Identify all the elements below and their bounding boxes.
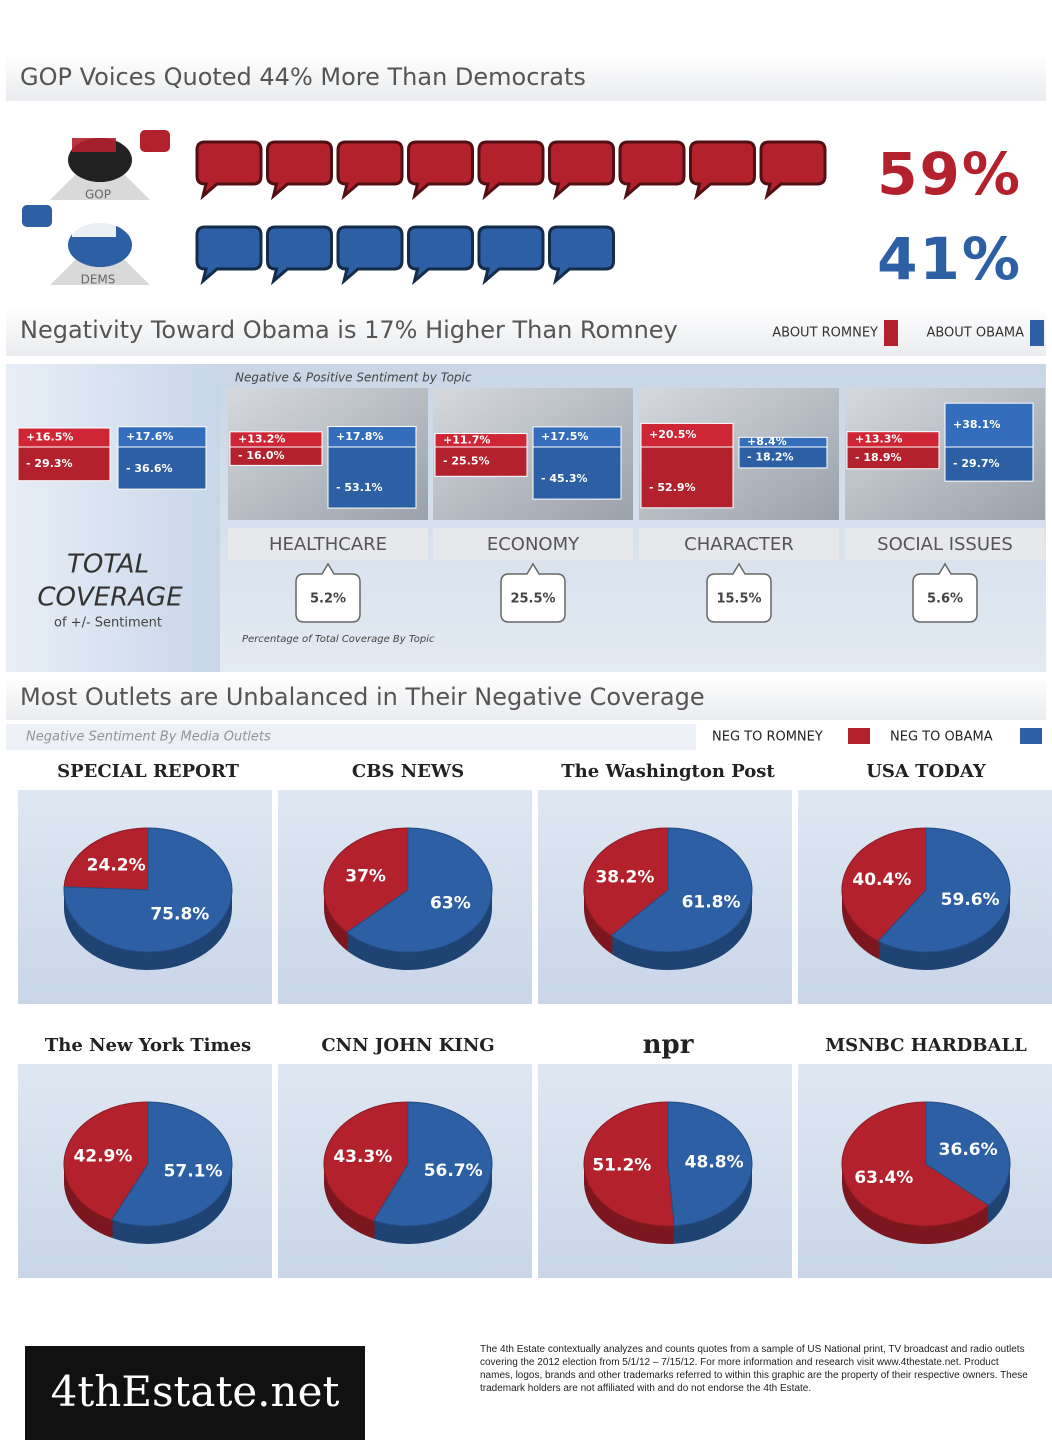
pie-label: 63% [430, 894, 471, 914]
pie-label: 40.4% [852, 870, 911, 890]
bar-label: +20.5% [649, 428, 696, 441]
party-percent: 59% [877, 140, 1022, 208]
bar-label: +13.2% [238, 432, 285, 445]
legend-swatch [884, 320, 898, 346]
pie-label: 63.4% [854, 1168, 913, 1188]
speech-bubble [268, 227, 332, 281]
party-icon [72, 223, 116, 237]
legend-swatch [1030, 320, 1044, 346]
pie-label: 42.9% [73, 1146, 132, 1166]
pie-label: 56.7% [424, 1161, 483, 1181]
disclaimer: The 4th Estate contextually analyzes and… [480, 1343, 1032, 1395]
bar-label: - 52.9% [649, 481, 696, 494]
topic-share: 5.6% [927, 592, 963, 607]
bar-label: - 36.6% [126, 462, 173, 475]
party-label: DEMS [81, 273, 116, 287]
subtitle-bg [6, 724, 696, 750]
topics-subtitle: Negative & Positive Sentiment by Topic [235, 371, 472, 385]
legend-label: ABOUT ROMNEY [772, 326, 878, 341]
bar-label: +17.5% [541, 430, 588, 443]
legend-label: NEG TO OBAMA [890, 730, 993, 745]
infographic-canvas: GOP Voices Quoted 44% More Than Democrat… [0, 0, 1052, 1454]
bar-label: - 29.7% [953, 457, 1000, 470]
topic-name: CHARACTER [684, 534, 794, 555]
speech-bubble [197, 227, 261, 281]
bar-label: +38.1% [953, 418, 1000, 431]
legend-swatch [1020, 728, 1042, 744]
bar-label: - 25.5% [443, 455, 490, 468]
speech-bubble [691, 142, 755, 196]
speech-bubble [268, 142, 332, 196]
pie-label: 51.2% [592, 1155, 651, 1175]
speech-bubble [550, 142, 614, 196]
topics-footnote: Percentage of Total Coverage By Topic [242, 634, 435, 645]
outlet-name: The New York Times [45, 1035, 251, 1056]
bar-label: +8.4% [747, 435, 787, 448]
party-percent: 41% [877, 225, 1022, 293]
topic-name: SOCIAL ISSUES [877, 534, 1013, 555]
topic-name: HEALTHCARE [269, 534, 387, 555]
speech-bubble [338, 227, 402, 281]
party-label: GOP [85, 188, 111, 202]
bar-label: - 16.0% [238, 449, 285, 462]
bar-label: - 18.2% [747, 450, 794, 463]
sentiment-bar [641, 447, 733, 508]
party-bubble-icon [140, 130, 170, 152]
pie-label: 48.8% [685, 1153, 744, 1173]
topic-share: 15.5% [716, 592, 761, 607]
total-subtitle: of +/- Sentiment [54, 616, 162, 631]
pie-label: 36.6% [939, 1140, 998, 1160]
topic-share: 5.2% [310, 592, 346, 607]
speech-bubble [479, 227, 543, 281]
sentiment-bar [328, 447, 416, 508]
speech-bubble [550, 227, 614, 281]
speech-bubble [409, 142, 473, 196]
bar-label: +17.6% [126, 430, 173, 443]
party-icon [72, 138, 116, 152]
bar-label: - 29.3% [26, 457, 73, 470]
outlet-name: npr [643, 1030, 694, 1060]
total-title: COVERAGE [37, 583, 183, 613]
pie-label: 59.6% [941, 890, 1000, 910]
total-title: TOTAL [67, 550, 149, 580]
bar-label: - 45.3% [541, 472, 588, 485]
section-title: Most Outlets are Unbalanced in Their Neg… [20, 683, 705, 711]
topic-share: 25.5% [510, 592, 555, 607]
bar-label: +16.5% [26, 431, 73, 444]
bar-label: +11.7% [443, 433, 490, 446]
pie-label: 61.8% [682, 892, 741, 912]
legend-label: ABOUT OBAMA [926, 326, 1024, 341]
speech-bubble [479, 142, 543, 196]
bar-label: - 53.1% [336, 481, 383, 494]
logo: 4thEstate.net [51, 1367, 340, 1416]
bar-label: +13.3% [855, 432, 902, 445]
legend-label: NEG TO ROMNEY [712, 730, 823, 745]
legend-swatch [848, 728, 870, 744]
speech-bubble [761, 142, 825, 196]
pie-label: 37% [345, 866, 386, 886]
bar-label: +17.8% [336, 430, 383, 443]
pie-label: 57.1% [164, 1162, 223, 1182]
outlet-name: USA TODAY [866, 761, 987, 782]
speech-bubble [197, 142, 261, 196]
outlet-name: MSNBC HARDBALL [825, 1035, 1027, 1056]
party-bubble-icon [22, 205, 52, 227]
topic-name: ECONOMY [487, 534, 580, 555]
pie-label: 43.3% [333, 1147, 392, 1167]
outlet-name: CBS NEWS [352, 761, 464, 782]
pie-label: 75.8% [150, 905, 209, 925]
section-title: GOP Voices Quoted 44% More Than Democrat… [20, 63, 586, 91]
outlet-name: SPECIAL REPORT [57, 761, 239, 782]
pie-label: 24.2% [87, 855, 146, 875]
section-title: Negativity Toward Obama is 17% Higher Th… [20, 316, 678, 344]
bar-label: - 18.9% [855, 451, 902, 464]
speech-bubble [620, 142, 684, 196]
pie-label: 38.2% [595, 868, 654, 888]
speech-bubble [409, 227, 473, 281]
outlet-name: The Washington Post [561, 761, 775, 782]
outlet-name: CNN JOHN KING [321, 1035, 494, 1056]
infographic: GOP Voices Quoted 44% More Than Democrat… [0, 0, 1052, 1454]
speech-bubble [338, 142, 402, 196]
